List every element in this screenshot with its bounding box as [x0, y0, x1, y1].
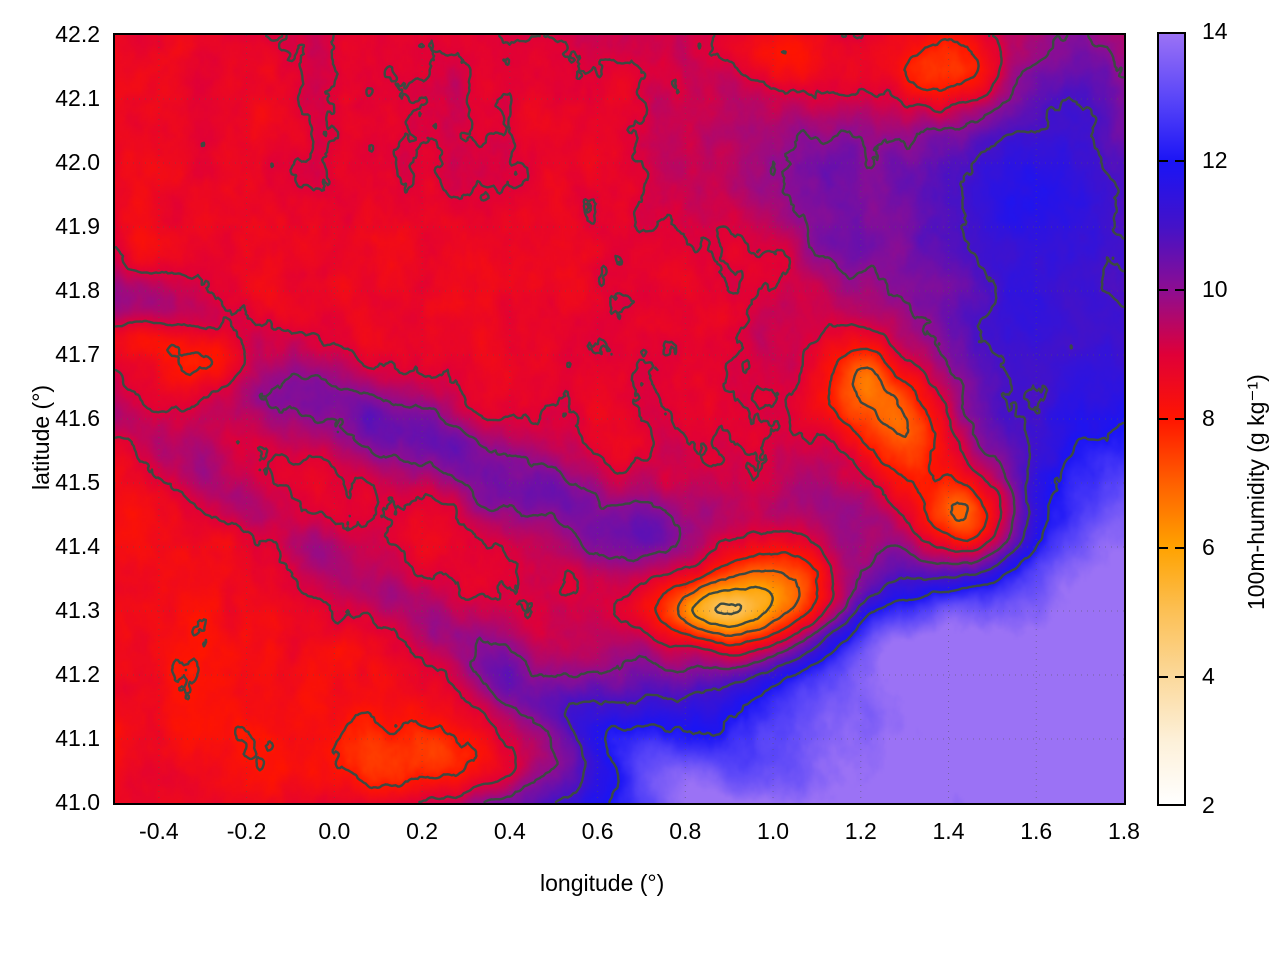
colorbar-tick	[1175, 160, 1184, 162]
x-tick-label: 0.4	[493, 818, 526, 844]
contour-level-5	[714, 602, 743, 616]
colorbar-tick	[1159, 418, 1168, 420]
colorbar-tick	[1175, 289, 1184, 291]
colorbar-tick	[1175, 418, 1184, 420]
colorbar-tick-label: 10	[1202, 276, 1228, 302]
x-tick-label: 1.2	[844, 818, 877, 844]
colorbar-tick	[1159, 547, 1168, 549]
y-axis-title: latitude (°)	[28, 384, 54, 490]
y-tick-label: 41.3	[55, 597, 100, 623]
x-tick-label: 1.0	[757, 818, 790, 844]
y-tick-label: 41.6	[55, 405, 100, 431]
contour-level-11	[554, 96, 1124, 803]
colorbar-tick	[1175, 676, 1184, 678]
colorbar-tick-label: 12	[1202, 147, 1228, 173]
y-tick-label: 41.9	[55, 213, 100, 239]
x-tick-label: 0.6	[581, 818, 614, 844]
contour-level-10	[258, 35, 1124, 803]
contour-level-12	[604, 421, 1124, 803]
heatmap-field	[115, 35, 1124, 803]
y-tick-label: 41.1	[55, 725, 100, 751]
contour-level-8	[166, 38, 989, 790]
x-tick-label: 0.8	[669, 818, 702, 844]
x-tick-label: -0.2	[226, 818, 267, 844]
x-tick-label: 0.2	[406, 818, 439, 844]
colorbar-tick	[1159, 676, 1168, 678]
y-tick-label: 41.0	[55, 789, 100, 815]
x-axis-title: longitude (°)	[540, 870, 665, 896]
y-tick-label: 41.7	[55, 341, 100, 367]
colorbar-tick	[1159, 289, 1168, 291]
heatmap-plot-area[interactable]	[113, 33, 1126, 805]
y-tick-label: 41.8	[55, 277, 100, 303]
contour-level-6	[691, 585, 774, 629]
x-tick-label: -0.4	[139, 818, 179, 844]
y-tick-label: 41.4	[55, 533, 100, 559]
x-tick-label: 1.8	[1108, 818, 1140, 844]
x-tick-label: 1.6	[1020, 818, 1053, 844]
colorbar-tick-label: 4	[1202, 663, 1215, 689]
y-tick-label: 42.1	[55, 85, 100, 111]
colorbar-tick-label: 8	[1202, 405, 1215, 431]
y-tick-label: 41.2	[55, 661, 100, 687]
x-tick-label: 1.4	[932, 818, 965, 844]
colorbar-tick-label: 6	[1202, 534, 1215, 560]
y-tick-label: 42.0	[55, 149, 100, 175]
contour-lines	[115, 35, 1124, 803]
colorbar-tick-label: 14	[1202, 18, 1228, 44]
colorbar-tick	[1175, 547, 1184, 549]
contour-level-9	[115, 35, 1003, 803]
x-tick-label: 0.0	[318, 818, 351, 844]
colorbar-tick	[1159, 160, 1168, 162]
contour-level-7	[676, 366, 969, 637]
y-tick-label: 41.5	[55, 469, 100, 495]
grid-lines	[115, 35, 1124, 803]
colorbar-tick-label: 2	[1202, 792, 1215, 818]
y-tick-label: 42.2	[55, 21, 100, 47]
colorbar-title: 100m-humidity (g kg⁻¹)	[1243, 374, 1269, 610]
